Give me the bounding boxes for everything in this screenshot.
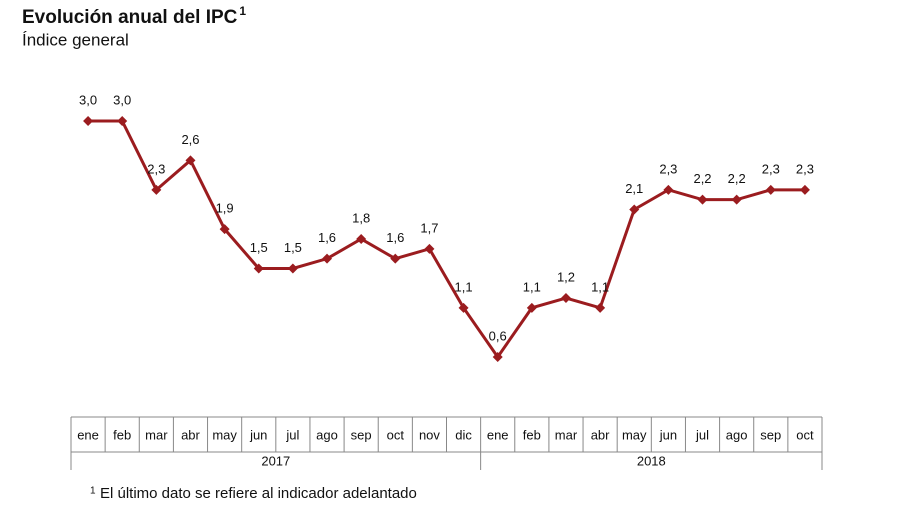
x-tick-label: may	[212, 427, 237, 442]
x-tick-label: mar	[555, 427, 578, 442]
x-tick-label: jul	[695, 427, 709, 442]
data-label: 1,7	[420, 220, 438, 235]
x-tick-label: ene	[487, 427, 509, 442]
data-label: 2,3	[762, 161, 780, 176]
footnote: El último dato se refiere al indicador a…	[100, 485, 417, 502]
group-label: 2018	[637, 453, 666, 468]
x-tick-label: ago	[726, 427, 748, 442]
data-label: 2,2	[728, 171, 746, 186]
marker	[322, 253, 333, 264]
marker	[390, 253, 401, 264]
x-tick-label: jun	[249, 427, 267, 442]
marker	[697, 194, 708, 205]
x-tick-label: dic	[455, 427, 472, 442]
marker	[629, 204, 640, 215]
marker	[117, 116, 128, 126]
marker	[287, 263, 298, 274]
data-label: 1,5	[284, 240, 302, 255]
chart-subtitle: Índice general	[22, 30, 129, 49]
marker	[424, 243, 435, 254]
data-label: 1,5	[250, 240, 268, 255]
data-label: 1,1	[523, 279, 541, 294]
x-tick-label: sep	[351, 427, 372, 442]
data-label: 1,6	[386, 230, 404, 245]
x-tick-label: nov	[419, 427, 440, 442]
x-tick-label: ene	[77, 427, 99, 442]
x-tick-label: abr	[181, 427, 200, 442]
marker	[560, 293, 571, 303]
marker	[151, 184, 162, 195]
x-tick-label: abr	[591, 427, 610, 442]
data-label: 2,3	[796, 161, 814, 176]
marker	[492, 352, 503, 362]
data-label: 1,1	[455, 279, 473, 294]
chart-title: Evolución anual del IPC	[22, 7, 238, 28]
data-label: 1,1	[591, 279, 609, 294]
x-tick-label: jun	[659, 427, 677, 442]
marker	[458, 302, 469, 313]
marker	[663, 184, 674, 195]
line	[88, 119, 805, 360]
data-label: 1,2	[557, 269, 575, 284]
x-tick-label: feb	[523, 427, 541, 442]
data-label: 1,9	[216, 201, 234, 216]
x-tick-label: oct	[387, 427, 405, 442]
title-superscript: 1	[239, 4, 246, 18]
marker	[356, 234, 367, 244]
data-label: 3,0	[113, 92, 131, 107]
x-tick-label: ago	[316, 427, 338, 442]
marker	[526, 302, 537, 313]
marker	[595, 302, 606, 313]
data-label: 0,6	[489, 328, 507, 343]
data-label: 1,8	[352, 210, 370, 225]
x-tick-label: may	[622, 427, 647, 442]
data-label: 2,1	[625, 181, 643, 196]
x-tick-label: oct	[796, 427, 814, 442]
group-label: 2017	[261, 453, 290, 468]
x-tick-label: jul	[285, 427, 299, 442]
x-tick-label: feb	[113, 427, 131, 442]
marker	[765, 184, 776, 195]
marker	[253, 263, 264, 274]
data-label: 1,6	[318, 230, 336, 245]
marker	[219, 224, 230, 235]
x-tick-label: mar	[145, 427, 168, 442]
footnote-marker: 1	[90, 486, 96, 497]
data-label: 2,3	[147, 161, 165, 176]
x-tick-label: sep	[760, 427, 781, 442]
marker	[799, 184, 810, 195]
marker	[185, 155, 196, 166]
marker	[83, 116, 94, 126]
data-label: 3,0	[79, 92, 97, 107]
data-label: 2,6	[181, 132, 199, 147]
marker	[731, 194, 742, 205]
data-label: 2,2	[693, 171, 711, 186]
data-label: 2,3	[659, 161, 677, 176]
